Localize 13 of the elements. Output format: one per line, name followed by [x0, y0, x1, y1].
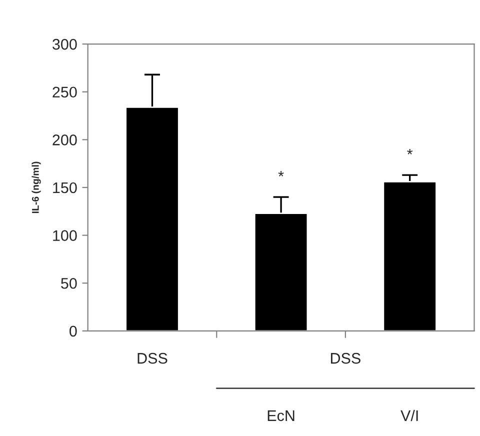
y-tick-label: 0 [70, 326, 77, 337]
y-tick-label: 100 [53, 230, 77, 241]
y-tick-label: 50 [61, 278, 77, 289]
text: DSS [330, 352, 360, 364]
y-tick-label: 200 [52, 134, 77, 146]
y-tick-label: 300 [52, 38, 77, 50]
annotation: * [407, 149, 413, 154]
x-tick-label: EcN [268, 410, 294, 422]
y-tick-label: 250 [52, 86, 77, 98]
x-tick-label: V/I [400, 410, 418, 422]
y-axis-title: IL-6 (ng/ml) [32, 162, 41, 214]
annotation: * [278, 171, 284, 176]
y-tick-label: 150 [53, 182, 77, 194]
